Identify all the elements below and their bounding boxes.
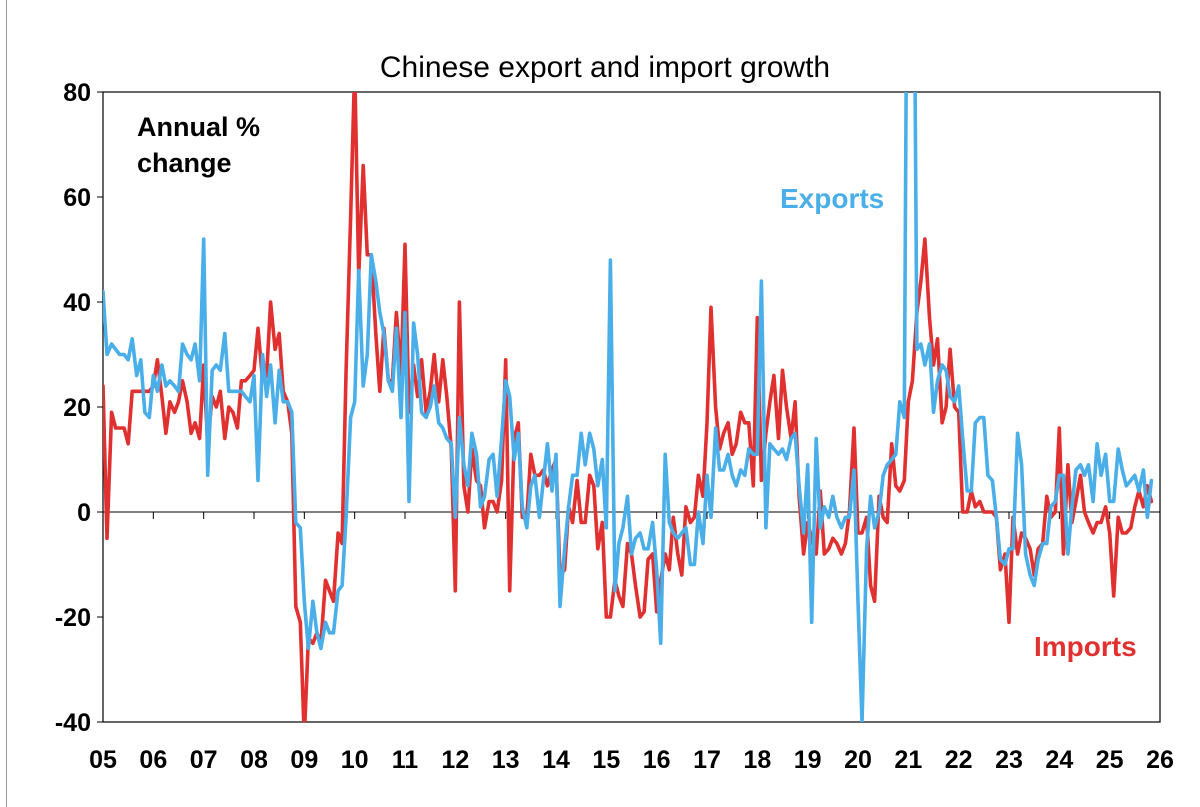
x-tick-label: 09 bbox=[290, 746, 318, 774]
y-tick-label: -40 bbox=[55, 709, 91, 737]
y-tick-label: 60 bbox=[63, 184, 91, 212]
x-tick-label: 23 bbox=[995, 746, 1023, 774]
x-tick-label: 12 bbox=[441, 746, 469, 774]
x-tick-label: 19 bbox=[794, 746, 822, 774]
series-line-imports bbox=[103, 92, 1154, 722]
series-label-exports: Exports bbox=[780, 183, 884, 214]
y-tick-label: -20 bbox=[55, 604, 91, 632]
chart-title: Chinese export and import growth bbox=[380, 51, 830, 84]
annotation-line-1: Annual % bbox=[137, 112, 260, 142]
x-tick-label: 24 bbox=[1045, 746, 1073, 774]
annotation-line-2: change bbox=[137, 148, 232, 178]
y-tick-label: 20 bbox=[63, 394, 91, 422]
x-tick-label: 25 bbox=[1096, 746, 1124, 774]
x-tick-label: 14 bbox=[542, 746, 570, 774]
tick-labels-group: 05 06 07 08 09 10 11 12 13 14 15 16 17 18 19 20 21 22 23 24… bbox=[55, 79, 1174, 774]
x-tick-label: 05 bbox=[89, 746, 117, 774]
x-tick-label: 17 bbox=[693, 746, 721, 774]
x-tick-label: 06 bbox=[139, 746, 167, 774]
y-tick-label: 80 bbox=[63, 79, 91, 107]
x-tick-label: 08 bbox=[240, 746, 268, 774]
series-lines-group bbox=[103, 92, 1154, 722]
x-tick-label: 13 bbox=[492, 746, 520, 774]
y-tick-label: 40 bbox=[63, 289, 91, 317]
x-tick-label: 18 bbox=[743, 746, 771, 774]
series-label-imports: Imports bbox=[1034, 631, 1137, 662]
x-tick-label: 07 bbox=[190, 746, 218, 774]
x-tick-label: 16 bbox=[643, 746, 671, 774]
x-tick-label: 20 bbox=[844, 746, 872, 774]
x-tick-label: 11 bbox=[392, 746, 419, 774]
y-tick-label: 0 bbox=[77, 499, 91, 527]
x-tick-label: 26 bbox=[1146, 746, 1174, 774]
x-tick-label: 21 bbox=[894, 746, 922, 774]
x-tick-label: 15 bbox=[592, 746, 620, 774]
x-tick-label: 10 bbox=[341, 746, 369, 774]
left-border-line bbox=[6, 0, 7, 807]
series-line-exports bbox=[103, 92, 1154, 722]
x-tick-label: 22 bbox=[945, 746, 973, 774]
